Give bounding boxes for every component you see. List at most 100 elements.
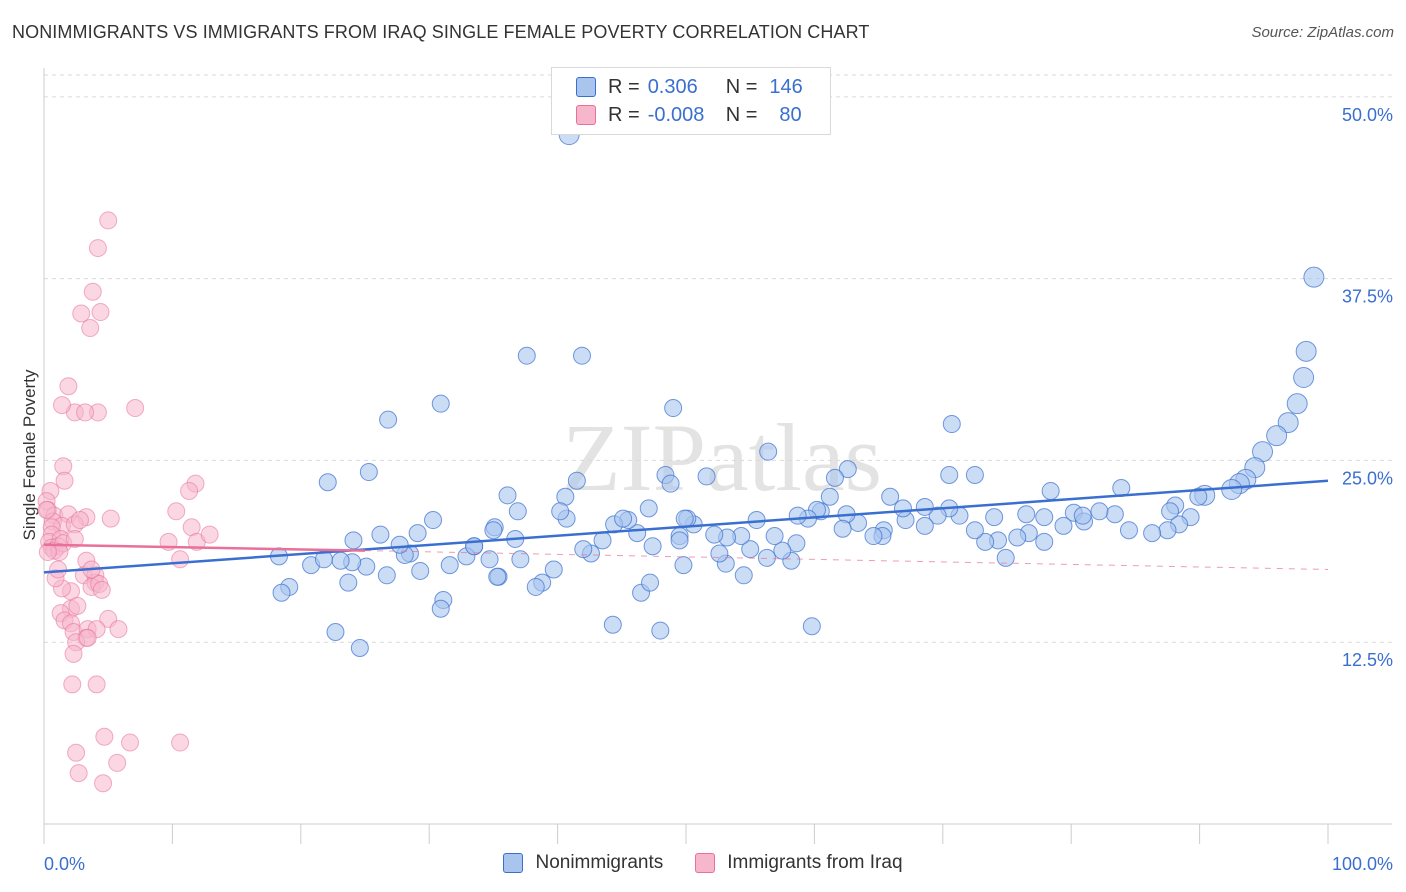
data-point-nonimmigrant	[484, 521, 503, 540]
data-point-nonimmigrant	[1189, 487, 1208, 506]
data-point-nonimmigrant	[1266, 425, 1288, 447]
legend-label: Nonimmigrants	[535, 852, 664, 873]
data-point-nonimmigrant	[1303, 266, 1325, 288]
data-point-nonimmigrant	[1293, 367, 1315, 389]
data-point-nonimmigrant	[788, 506, 807, 525]
data-point-nonimmigrant	[1105, 505, 1124, 524]
n-label: N =	[725, 103, 758, 126]
data-point-iraq	[63, 675, 82, 694]
data-point-nonimmigrant	[567, 471, 586, 490]
x-tick-label: 0.0%	[44, 854, 85, 874]
data-point-nonimmigrant	[965, 521, 984, 540]
y-tick-label: 25.0%	[1342, 468, 1393, 488]
data-point-nonimmigrant	[1054, 516, 1073, 535]
data-point-nonimmigrant	[572, 346, 591, 365]
n-label: N =	[725, 75, 758, 98]
data-point-iraq	[76, 403, 95, 422]
data-point-nonimmigrant	[773, 541, 792, 560]
data-point-nonimmigrant	[326, 623, 345, 642]
data-point-nonimmigrant	[670, 531, 689, 550]
data-point-nonimmigrant	[603, 615, 622, 634]
data-point-nonimmigrant	[881, 487, 900, 506]
data-point-nonimmigrant	[431, 394, 450, 413]
data-point-nonimmigrant	[915, 497, 934, 516]
r-value: 0.306	[647, 75, 698, 98]
data-point-nonimmigrant	[996, 548, 1015, 567]
data-point-iraq	[126, 399, 145, 418]
data-point-nonimmigrant	[574, 540, 593, 559]
data-point-iraq	[92, 580, 111, 599]
data-point-iraq	[95, 727, 114, 746]
pink-swatch	[695, 853, 716, 873]
data-point-iraq	[55, 471, 74, 490]
data-point-nonimmigrant	[359, 463, 378, 482]
data-point-iraq	[87, 675, 106, 694]
legend-row-nonimmigrants: R = 0.306 N = 146	[576, 72, 803, 102]
data-point-iraq	[72, 304, 91, 323]
data-point-nonimmigrant	[480, 550, 499, 569]
data-point-nonimmigrant	[820, 487, 839, 506]
data-point-iraq	[200, 525, 219, 544]
data-point-nonimmigrant	[411, 561, 430, 580]
data-point-nonimmigrant	[1035, 532, 1054, 551]
data-point-iraq	[108, 753, 127, 772]
data-point-nonimmigrant	[674, 556, 693, 575]
data-point-nonimmigrant	[551, 502, 570, 521]
data-point-nonimmigrant	[1035, 508, 1054, 527]
trend-line-iraq	[43, 543, 366, 552]
data-point-iraq	[67, 743, 86, 762]
data-point-iraq	[88, 239, 107, 258]
data-point-nonimmigrant	[641, 573, 660, 592]
blue-swatch	[503, 853, 524, 873]
data-point-nonimmigrant	[1073, 506, 1092, 525]
data-point-iraq	[37, 500, 56, 519]
data-point-nonimmigrant	[508, 502, 527, 521]
data-point-nonimmigrant	[544, 560, 563, 579]
data-point-iraq	[59, 377, 78, 396]
data-point-nonimmigrant	[985, 508, 1004, 527]
data-point-nonimmigrant	[379, 410, 398, 429]
tick-labels: 12.5% 25.0% 37.5% 50.0% 0.0% 100.0%	[44, 105, 1393, 874]
data-point-nonimmigrant	[741, 540, 760, 559]
data-point-nonimmigrant	[331, 551, 350, 570]
r-label: R =	[608, 103, 640, 126]
data-point-nonimmigrant	[802, 617, 821, 636]
stats-legend: R = 0.306 N = 146 R = -0.008 N = 80	[551, 67, 831, 135]
x-tick-label: 100.0%	[1332, 854, 1393, 874]
data-point-iraq	[83, 282, 102, 301]
data-point-nonimmigrant	[593, 531, 612, 550]
data-point-nonimmigrant	[1119, 521, 1138, 540]
data-point-iraq	[91, 303, 110, 322]
data-point-nonimmigrant	[371, 525, 390, 544]
legend-item-iraq[interactable]: Immigrants from Iraq	[695, 852, 903, 874]
data-point-iraq	[167, 502, 186, 521]
r-label: R =	[608, 75, 640, 98]
legend-label: Immigrants from Iraq	[727, 852, 903, 873]
data-point-iraq	[70, 511, 89, 530]
data-point-nonimmigrant	[440, 556, 459, 575]
trend-line-nonimmigrants	[43, 479, 1329, 574]
data-point-nonimmigrant	[339, 573, 358, 592]
data-point-nonimmigrant	[757, 548, 776, 567]
data-point-nonimmigrant	[1017, 505, 1036, 524]
legend-row-iraq: R = -0.008 N = 80	[576, 100, 802, 130]
series-legend: Nonimmigrants Immigrants from Iraq	[0, 852, 1406, 874]
data-point-iraq	[52, 396, 71, 415]
data-point-nonimmigrant	[614, 509, 633, 528]
n-value: 146	[769, 75, 803, 98]
n-value: 80	[779, 103, 802, 126]
data-point-iraq	[38, 543, 57, 562]
data-point-iraq	[69, 764, 88, 783]
data-point-nonimmigrant	[377, 566, 396, 585]
data-point-iraq	[171, 733, 190, 752]
data-point-nonimmigrant	[1221, 478, 1243, 500]
source-label: Source: ZipAtlas.com	[1251, 24, 1394, 41]
data-point-nonimmigrant	[498, 486, 517, 505]
data-point-nonimmigrant	[344, 531, 363, 550]
legend-item-nonimmigrants[interactable]: Nonimmigrants	[503, 852, 663, 874]
data-point-nonimmigrant	[1041, 481, 1060, 500]
data-point-nonimmigrant	[705, 525, 724, 544]
data-point-nonimmigrant	[1158, 521, 1177, 540]
data-point-nonimmigrant	[765, 527, 784, 546]
